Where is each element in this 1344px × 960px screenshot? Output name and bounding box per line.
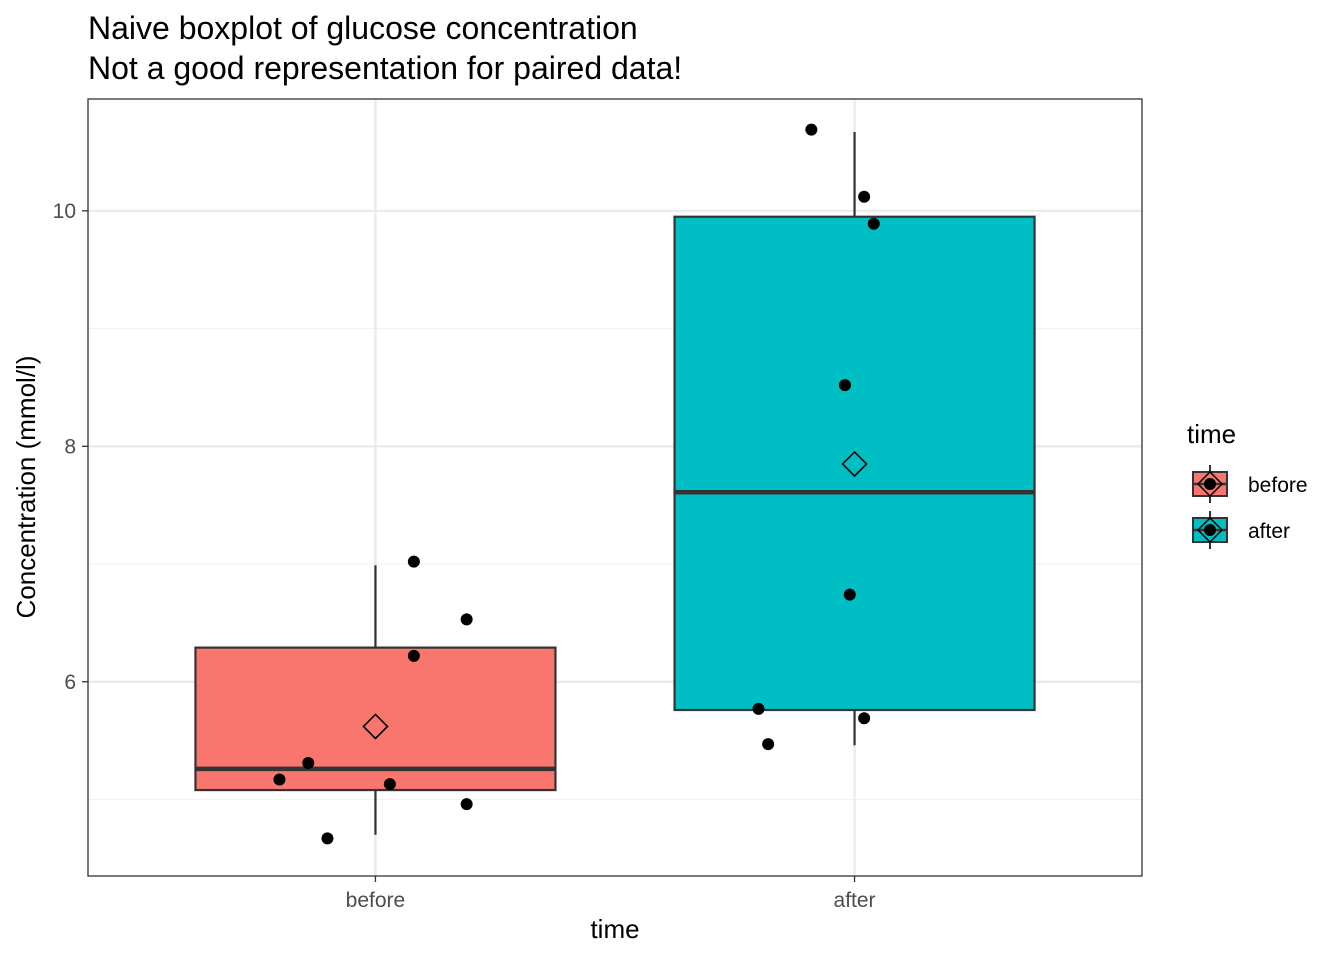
legend-key-diamond: [1196, 470, 1224, 498]
data-point: [273, 773, 286, 786]
mean-diamond: [362, 713, 389, 740]
data-point: [805, 123, 818, 136]
y-tick-label: 10: [53, 200, 76, 223]
legend-key-point: [1204, 478, 1216, 490]
data-point: [858, 712, 871, 725]
x-axis-title: time: [590, 914, 639, 944]
legend-title: time: [1187, 419, 1236, 449]
panel-border: [87, 98, 1143, 877]
axes: 6 8 10 before after: [53, 200, 876, 912]
data-point: [460, 613, 473, 626]
data-point: [762, 738, 775, 751]
data-point: [383, 778, 396, 791]
data-point: [407, 555, 420, 568]
data-point: [867, 217, 880, 230]
chart-title-line-1: Naive boxplot of glucose concentration: [88, 10, 638, 46]
box-body: [673, 215, 1036, 712]
data-point: [302, 756, 315, 769]
legend-entry-before: before: [1192, 465, 1308, 503]
boxes: [194, 131, 1036, 835]
y-tick-label: 8: [64, 435, 76, 458]
y-axis-title: Concentration (mmol/l): [11, 356, 41, 619]
mean-diamond: [841, 450, 868, 478]
data-point: [838, 379, 851, 392]
legend-label: after: [1248, 520, 1290, 543]
chart-title-line-2: Not a good representation for paired dat…: [88, 50, 683, 86]
data-point: [858, 190, 871, 203]
y-tick-label: 6: [64, 671, 76, 694]
box-after: [673, 131, 1036, 746]
legend-key-point: [1204, 524, 1216, 536]
legend-key-diamond: [1196, 516, 1224, 544]
data-point: [843, 588, 856, 601]
chart-title: Naive boxplot of glucose concentration N…: [88, 8, 682, 88]
legend: time before after: [1187, 419, 1308, 549]
x-tick-label: before: [346, 889, 406, 912]
data-point: [460, 798, 473, 811]
box-body: [194, 646, 557, 792]
data-point: [321, 832, 334, 845]
data-point: [752, 702, 765, 715]
legend-entry-after: after: [1192, 511, 1290, 549]
box-before: [194, 565, 557, 835]
data-points: [273, 123, 880, 845]
legend-label: before: [1248, 474, 1308, 497]
data-point: [407, 649, 420, 662]
x-tick-label: after: [834, 889, 876, 912]
